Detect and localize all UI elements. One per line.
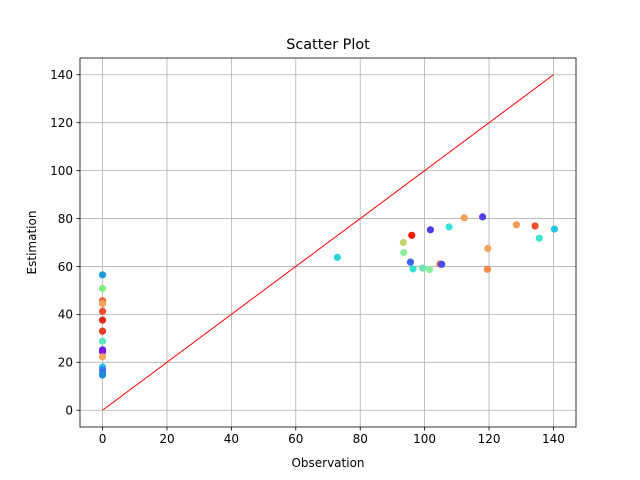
data-point (98, 307, 107, 315)
data-point (399, 238, 407, 247)
x-tick-label: 40 (224, 432, 239, 446)
data-point (512, 221, 521, 229)
data-point (98, 353, 107, 361)
y-tick-label: 100 (50, 164, 73, 178)
y-axis-label: Estimation (25, 211, 39, 275)
y-tick-label: 140 (50, 68, 73, 82)
reference-line (102, 74, 554, 411)
data-point (98, 327, 107, 335)
data-point (98, 337, 107, 345)
y-tick-label: 0 (65, 404, 73, 418)
data-point (425, 265, 434, 274)
data-point (98, 371, 107, 379)
data-point (406, 258, 415, 266)
grid-lines (80, 58, 576, 427)
plot-frame (79, 57, 577, 428)
x-axis-ticks: 0 20 40 60 80 100 120 140 (99, 427, 565, 446)
x-tick-label: 0 (99, 432, 107, 446)
data-point (408, 231, 416, 239)
x-tick-label: 60 (288, 432, 303, 446)
x-tick-label: 120 (478, 432, 501, 446)
data-point (400, 248, 408, 257)
data-point (460, 214, 468, 222)
data-point (98, 300, 107, 308)
data-point (98, 284, 107, 293)
y-tick-label: 60 (58, 260, 73, 274)
y-tick-label: 120 (50, 116, 73, 130)
data-point (426, 226, 435, 234)
data-point (484, 244, 492, 253)
data-point (419, 264, 427, 272)
data-point (333, 253, 341, 261)
x-tick-label: 80 (353, 432, 368, 446)
data-point (531, 222, 539, 230)
data-point (98, 316, 107, 324)
data-points (98, 213, 559, 379)
data-point (438, 260, 446, 268)
y-axis-ticks: 0 20 40 60 80 100 120 140 (50, 68, 80, 418)
data-point (98, 348, 107, 356)
y-tick-label: 80 (58, 212, 73, 226)
x-axis-label: Observation (291, 456, 364, 470)
data-point (409, 265, 417, 273)
identity-line (102, 74, 554, 411)
y-tick-label: 40 (58, 308, 73, 322)
data-point (535, 234, 543, 242)
data-point (98, 271, 107, 279)
data-point (483, 265, 492, 273)
x-tick-label: 20 (159, 432, 174, 446)
data-point (550, 225, 559, 233)
y-tick-label: 20 (58, 356, 73, 370)
data-point (445, 223, 453, 231)
chart-title: Scatter Plot (286, 37, 370, 53)
data-point (478, 213, 487, 221)
x-tick-label: 100 (413, 432, 436, 446)
x-tick-label: 140 (542, 432, 565, 446)
